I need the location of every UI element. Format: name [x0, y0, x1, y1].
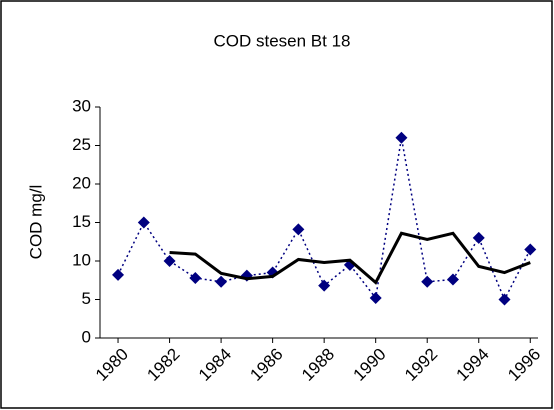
y-tick-label: 0	[82, 327, 91, 346]
data-point	[163, 255, 176, 267]
data-point	[215, 275, 228, 288]
series-line	[169, 231, 531, 285]
data-point	[189, 271, 202, 284]
y-tick-label: 5	[82, 289, 91, 308]
y-axis-label: COD mg/l	[26, 185, 45, 260]
y-tick-label: 25	[72, 135, 91, 154]
data-point	[421, 275, 434, 288]
data-point	[112, 268, 125, 281]
data-point	[472, 231, 485, 244]
data-point	[446, 273, 459, 286]
y-tick-label: 10	[72, 250, 91, 269]
y-tick-label: 20	[72, 173, 91, 192]
data-point	[369, 291, 382, 304]
data-point	[498, 293, 511, 306]
y-tick-label: 15	[72, 212, 91, 231]
y-tick-label: 30	[72, 96, 91, 115]
data-point	[292, 223, 305, 236]
chart-title: COD stesen Bt 18	[213, 31, 350, 50]
data-point	[137, 216, 150, 229]
data-point	[395, 131, 408, 144]
data-point	[524, 243, 537, 256]
data-point	[318, 279, 331, 292]
